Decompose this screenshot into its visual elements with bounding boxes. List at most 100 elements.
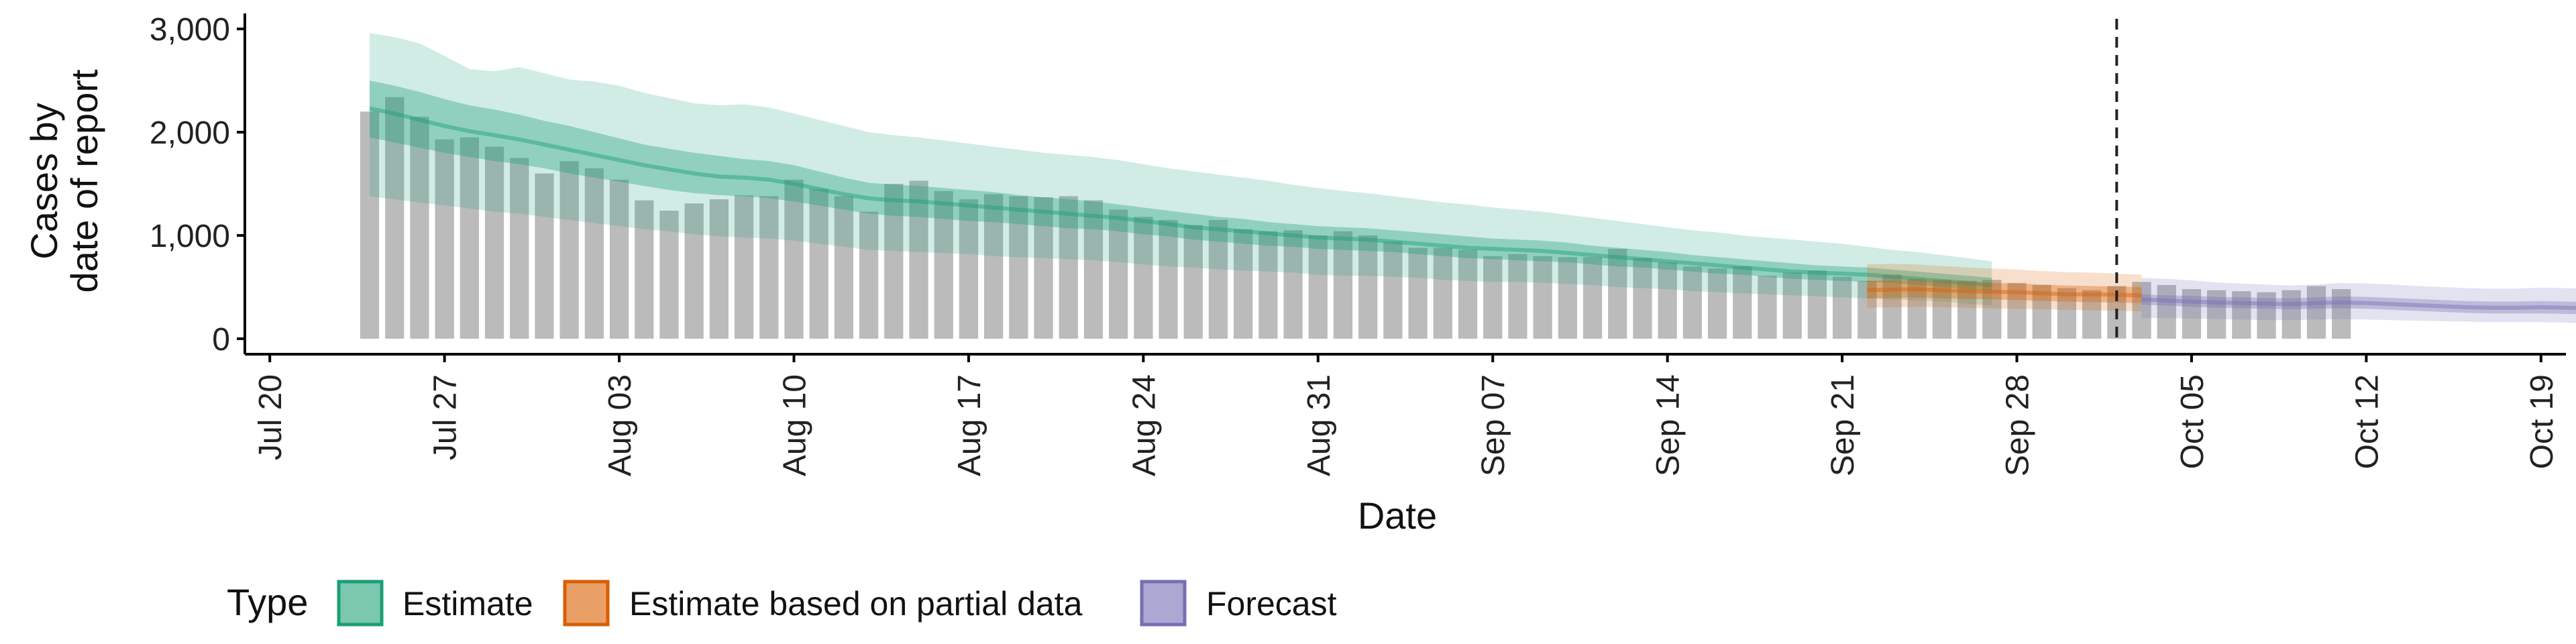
case-bar: [784, 179, 804, 339]
case-bar: [934, 191, 953, 339]
case-bar: [1333, 231, 1353, 339]
y-tick-label: 0: [212, 322, 230, 358]
case-bar: [734, 195, 754, 339]
x-tick-label: Sep 21: [1825, 374, 1861, 476]
legend-label-estimate: Estimate: [402, 585, 533, 623]
partial-band-50: [1867, 280, 2142, 303]
case-bar: [2232, 291, 2251, 339]
case-bar: [559, 161, 579, 339]
case-bar: [1558, 257, 1577, 339]
case-bar: [635, 200, 654, 339]
case-bar: [460, 137, 479, 339]
case-bar: [859, 211, 879, 339]
case-bar: [1208, 219, 1228, 339]
case-bar: [1582, 257, 1603, 339]
legend-item-forecast: Forecast: [1140, 580, 1337, 627]
case-bar: [983, 194, 1004, 339]
case-bar: [759, 196, 779, 339]
case-bar: [1283, 230, 1303, 339]
case-bar: [1083, 200, 1104, 339]
x-tick-label: Aug 24: [1126, 374, 1162, 476]
x-tick-label: Sep 28: [2000, 374, 2036, 476]
case-bar: [1034, 197, 1053, 339]
partial-band-90: [1867, 264, 2142, 312]
case-bar: [1183, 225, 1203, 339]
legend-swatch-estimate: [337, 580, 384, 627]
case-bar: [1009, 196, 1028, 339]
x-tick-label: Aug 17: [952, 374, 987, 476]
case-bar: [2007, 282, 2027, 339]
case-bar: [909, 180, 928, 339]
forecast-median-line: [2141, 297, 2576, 311]
case-bar: [959, 199, 979, 339]
case-bar: [1682, 266, 1702, 339]
case-bar: [2306, 286, 2326, 339]
legend-swatch-partial: [563, 580, 610, 627]
case-bar: [2257, 292, 2276, 339]
x-tick-label: Jul 27: [428, 374, 464, 460]
bars-layer: [360, 97, 2351, 339]
y-tick-label: 2,000: [150, 115, 230, 151]
x-tick-label: Aug 10: [777, 374, 813, 476]
estimate-band-90: [370, 33, 1992, 306]
y-tick-label: 1,000: [150, 219, 230, 254]
case-bar: [2282, 290, 2301, 339]
case-bar: [1308, 235, 1328, 339]
case-bar: [1059, 196, 1078, 339]
estimate-band-50: [370, 80, 1992, 292]
estimate-median-line: [369, 106, 1992, 287]
x-tick-label: Sep 07: [1476, 374, 1511, 476]
case-bar: [1882, 274, 1902, 339]
axes-layer: 0 1,000 2,000 3,000 Jul 20 Jul 27 Aug 03 Aug 10…: [150, 12, 2566, 476]
x-tick-label: Oct 12: [2349, 374, 2385, 469]
x-tick-label: Oct 05: [2175, 374, 2210, 469]
case-bar: [1408, 248, 1428, 339]
case-bar: [1109, 209, 1128, 339]
legend-item-partial: Estimate based on partial data: [563, 580, 1083, 627]
case-bar: [2057, 288, 2077, 339]
case-bar: [1957, 280, 1977, 339]
case-bar: [1159, 219, 1178, 339]
legend-item-estimate: Estimate: [337, 580, 533, 627]
y-axis-title-line-2: date of report: [63, 69, 105, 293]
case-bar: [1733, 266, 1752, 339]
case-bar: [385, 97, 405, 339]
case-bar: [659, 211, 679, 339]
case-bar: [1533, 256, 1552, 339]
case-bar: [2182, 289, 2202, 339]
case-bar: [1458, 250, 1478, 339]
case-bar: [1433, 248, 1452, 339]
case-bar: [1932, 280, 1952, 339]
case-bar: [1134, 217, 1153, 339]
case-bar: [1707, 268, 1727, 339]
case-bar: [1508, 254, 1527, 339]
x-axis-title: Date: [1358, 494, 1437, 537]
case-bar: [809, 189, 828, 339]
case-bar: [1258, 231, 1278, 339]
case-bar: [584, 168, 604, 339]
legend-swatch-forecast: [1140, 580, 1187, 627]
case-bar: [884, 184, 904, 339]
case-bar: [1234, 229, 1253, 339]
case-bar: [1483, 256, 1503, 339]
case-bar: [2082, 290, 2102, 339]
legend: Type Estimate Estimate based on partial …: [227, 580, 1337, 627]
case-bar: [435, 139, 454, 339]
y-axis-title-line-1: Cases by: [23, 103, 65, 259]
case-bar: [1782, 272, 1802, 339]
case-bar: [1858, 280, 1877, 339]
case-bar: [1658, 262, 1677, 339]
ribbons-layer: [369, 33, 2576, 323]
case-bar: [2132, 282, 2151, 339]
case-bar: [2332, 289, 2351, 339]
x-tick-label: Oct 19: [2524, 374, 2560, 469]
case-bar: [1758, 276, 1777, 339]
case-bar: [684, 203, 704, 339]
case-bar: [1633, 258, 1652, 339]
y-tick-label: 3,000: [150, 12, 230, 48]
case-bar: [609, 179, 629, 339]
x-tick-label: Aug 31: [1301, 374, 1337, 476]
case-bar: [1907, 278, 1927, 339]
case-bar: [834, 196, 854, 339]
case-bar: [535, 173, 554, 339]
